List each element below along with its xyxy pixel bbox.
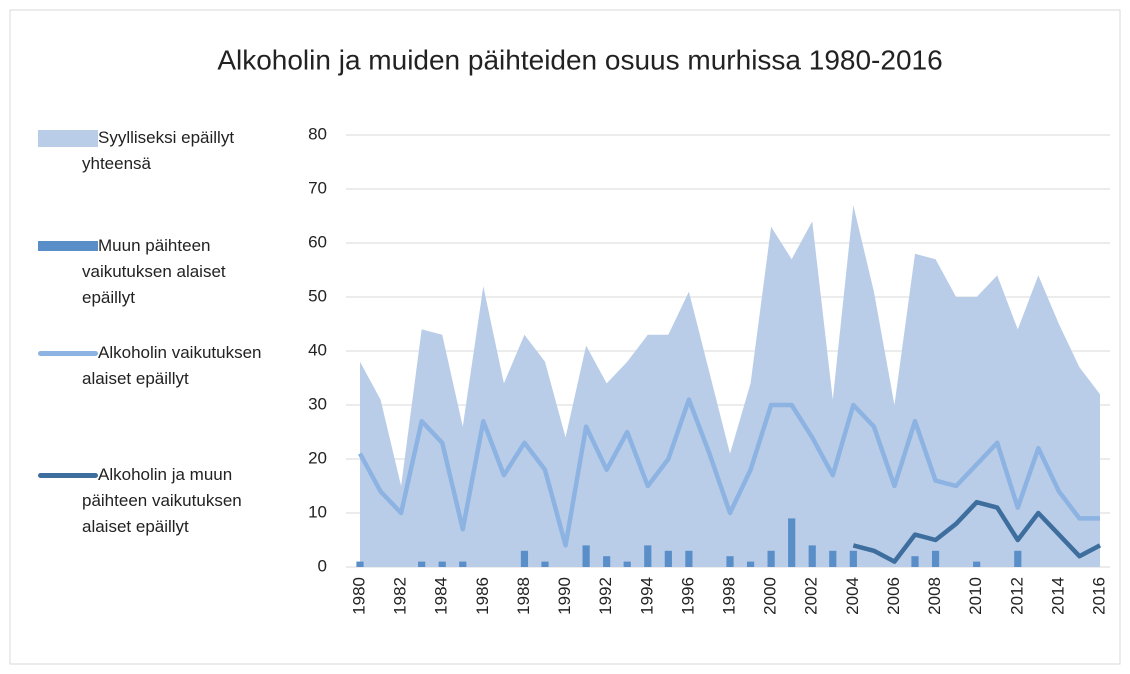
x-tick-label: 1990 [555, 577, 574, 615]
x-tick-label: 1982 [391, 577, 410, 615]
x-tick-label: 1986 [473, 577, 492, 615]
frame [9, 9, 1121, 665]
x-tick-label: 2012 [1007, 577, 1026, 615]
y-tick-label: 20 [308, 448, 327, 467]
bar [911, 556, 919, 567]
legend-label: Alkoholin vaikutuksen alaiset epäillyt [82, 343, 262, 388]
x-tick-label: 2010 [966, 577, 985, 615]
x-tick-label: 2008 [925, 577, 944, 615]
x-tick-label: 2016 [1089, 577, 1108, 615]
bar [603, 556, 611, 567]
bar [541, 561, 549, 567]
bar [582, 545, 590, 567]
bar [459, 561, 467, 567]
y-tick-label: 10 [308, 502, 327, 521]
legend-swatch [38, 130, 98, 147]
x-tick-label: 2004 [843, 577, 862, 615]
bar [664, 550, 672, 567]
y-tick-label: 80 [308, 124, 327, 143]
legend-label: Muun päihteen vaikutuksen alaiset epäill… [82, 236, 226, 307]
line [358, 397, 1100, 548]
bar [438, 561, 446, 567]
y-tick-label: 60 [308, 232, 327, 251]
y-tick-label: 30 [308, 394, 327, 413]
x-tick-label: 1980 [349, 577, 368, 615]
x-tick-label: 1984 [432, 577, 451, 615]
chart-title: Alkoholin ja muiden päihteiden osuus mur… [217, 44, 942, 75]
legend-swatch [38, 473, 98, 478]
x-tick-label: 1998 [719, 577, 738, 615]
bar [726, 556, 734, 567]
x-tick-label: 2014 [1048, 577, 1067, 615]
bar [746, 561, 755, 567]
x-tick-label: 2002 [802, 577, 821, 615]
bar [808, 545, 816, 567]
y-tick-label: 50 [308, 286, 327, 305]
x-tick-label: 1994 [637, 577, 656, 615]
legend-swatch [38, 241, 98, 251]
bar [356, 561, 364, 567]
x-tick-label: 1992 [596, 577, 615, 615]
x-tick-label: 2000 [761, 577, 780, 615]
bar [685, 550, 693, 567]
legend-swatch [38, 351, 98, 356]
bar [623, 561, 631, 567]
y-tick-label: 70 [308, 178, 327, 197]
bar [829, 550, 837, 567]
bar [418, 561, 426, 567]
legend-label: Syylliseksi epäillyt yhteensä [82, 128, 235, 173]
line [852, 499, 1102, 564]
x-tick-label: 1988 [514, 577, 533, 615]
bar [520, 550, 529, 567]
bar [931, 550, 940, 567]
bar [973, 561, 981, 567]
bar [644, 545, 652, 567]
bar [767, 550, 775, 567]
x-tick-label: 1996 [678, 577, 697, 615]
x-tick-label: 2006 [884, 577, 903, 615]
legend-label: Alkoholin ja muun päihteen vaikutuksen a… [82, 465, 242, 536]
bar [1014, 550, 1022, 567]
y-tick-label: 0 [318, 556, 327, 575]
bar [849, 550, 857, 567]
y-tick-label: 40 [308, 340, 327, 359]
bar [788, 518, 796, 567]
